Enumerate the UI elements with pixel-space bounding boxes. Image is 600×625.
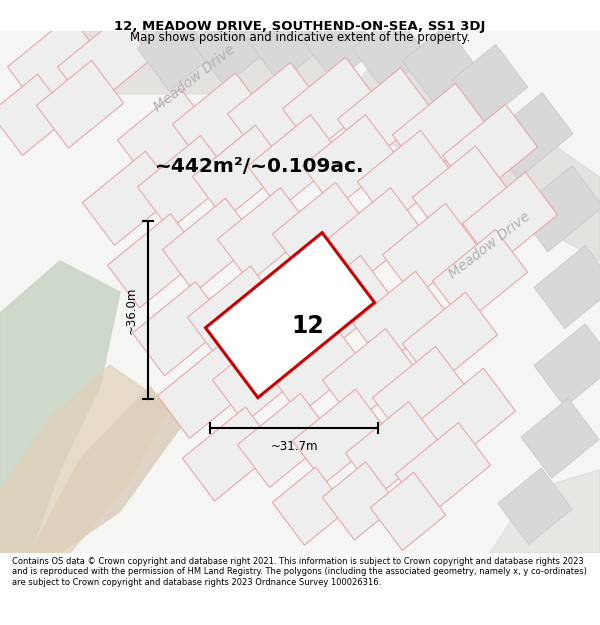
Polygon shape bbox=[421, 368, 515, 462]
Polygon shape bbox=[373, 346, 467, 441]
Polygon shape bbox=[247, 5, 323, 83]
Polygon shape bbox=[182, 407, 278, 501]
Polygon shape bbox=[40, 31, 350, 94]
Polygon shape bbox=[238, 393, 332, 488]
Text: ~442m²/~0.109ac.: ~442m²/~0.109ac. bbox=[155, 158, 365, 176]
Text: ~31.7m: ~31.7m bbox=[270, 441, 318, 453]
Polygon shape bbox=[193, 125, 287, 219]
Polygon shape bbox=[534, 324, 600, 407]
Text: 12, MEADOW DRIVE, SOUTHEND-ON-SEA, SS1 3DJ: 12, MEADOW DRIVE, SOUTHEND-ON-SEA, SS1 3… bbox=[115, 20, 485, 33]
Polygon shape bbox=[0, 261, 120, 553]
Polygon shape bbox=[498, 468, 572, 544]
Polygon shape bbox=[298, 256, 392, 350]
Polygon shape bbox=[0, 386, 180, 553]
Polygon shape bbox=[412, 146, 508, 240]
Polygon shape bbox=[302, 5, 377, 83]
Polygon shape bbox=[322, 329, 418, 422]
Text: Contains OS data © Crown copyright and database right 2021. This information is : Contains OS data © Crown copyright and d… bbox=[12, 557, 587, 586]
Polygon shape bbox=[157, 344, 253, 438]
Polygon shape bbox=[340, 31, 600, 261]
Polygon shape bbox=[137, 13, 212, 91]
Polygon shape bbox=[370, 472, 446, 551]
Polygon shape bbox=[187, 266, 283, 360]
Polygon shape bbox=[352, 13, 428, 91]
Polygon shape bbox=[442, 104, 538, 198]
Polygon shape bbox=[521, 399, 599, 478]
Text: Meadow Drive: Meadow Drive bbox=[152, 42, 238, 114]
Polygon shape bbox=[0, 31, 600, 553]
Polygon shape bbox=[534, 246, 600, 328]
Polygon shape bbox=[172, 73, 268, 167]
Text: Meadow Drive: Meadow Drive bbox=[446, 209, 533, 281]
Polygon shape bbox=[0, 74, 70, 156]
Polygon shape bbox=[272, 182, 368, 277]
Polygon shape bbox=[452, 44, 527, 122]
Polygon shape bbox=[395, 422, 491, 517]
Polygon shape bbox=[382, 203, 478, 298]
Polygon shape bbox=[37, 61, 124, 148]
Polygon shape bbox=[328, 188, 422, 282]
Polygon shape bbox=[137, 136, 233, 229]
Polygon shape bbox=[133, 282, 227, 376]
Polygon shape bbox=[193, 8, 268, 86]
Polygon shape bbox=[358, 130, 452, 224]
Polygon shape bbox=[212, 329, 308, 422]
Text: 12: 12 bbox=[292, 314, 325, 338]
Polygon shape bbox=[352, 271, 448, 366]
Polygon shape bbox=[227, 62, 323, 157]
Polygon shape bbox=[217, 188, 313, 282]
Polygon shape bbox=[337, 68, 433, 162]
Polygon shape bbox=[107, 214, 203, 308]
Polygon shape bbox=[82, 151, 178, 246]
Polygon shape bbox=[392, 83, 488, 178]
Polygon shape bbox=[322, 462, 398, 540]
Polygon shape bbox=[0, 365, 170, 553]
Polygon shape bbox=[118, 89, 212, 182]
Polygon shape bbox=[58, 16, 152, 109]
Polygon shape bbox=[346, 402, 440, 496]
Polygon shape bbox=[206, 232, 374, 398]
Text: ~36.0m: ~36.0m bbox=[125, 286, 138, 334]
Polygon shape bbox=[163, 198, 257, 292]
Polygon shape bbox=[433, 229, 527, 324]
Polygon shape bbox=[403, 26, 478, 104]
Polygon shape bbox=[283, 58, 377, 151]
Polygon shape bbox=[403, 292, 497, 386]
Polygon shape bbox=[268, 320, 362, 414]
Polygon shape bbox=[7, 16, 103, 109]
Polygon shape bbox=[247, 114, 343, 209]
Polygon shape bbox=[272, 467, 347, 545]
Polygon shape bbox=[302, 114, 398, 209]
Polygon shape bbox=[517, 166, 600, 252]
Polygon shape bbox=[487, 92, 573, 179]
Text: Map shows position and indicative extent of the property.: Map shows position and indicative extent… bbox=[130, 31, 470, 44]
Polygon shape bbox=[292, 389, 388, 483]
Polygon shape bbox=[463, 172, 557, 266]
Polygon shape bbox=[490, 469, 600, 553]
